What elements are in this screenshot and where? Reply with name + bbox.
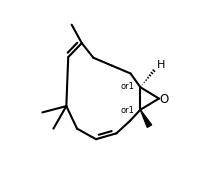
Polygon shape [140, 110, 152, 127]
Text: O: O [160, 93, 169, 106]
Text: H: H [157, 60, 165, 70]
Text: or1: or1 [121, 106, 135, 115]
Text: or1: or1 [121, 82, 135, 91]
